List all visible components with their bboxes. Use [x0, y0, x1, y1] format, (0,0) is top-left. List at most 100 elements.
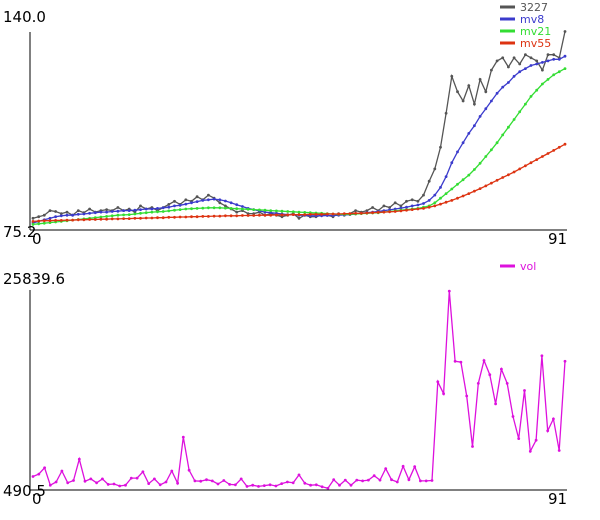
data-point-mv8-86: [518, 70, 522, 74]
data-point-3227-64: [393, 201, 397, 205]
data-point-3227-68: [416, 199, 420, 203]
data-point-3227-78: [473, 102, 476, 106]
data-point-mv8-82: [495, 91, 499, 95]
data-point-mv8-13: [105, 210, 108, 214]
data-point-mv55-42: [269, 213, 273, 217]
data-point-mv55-3: [48, 219, 52, 223]
data-point-vol-89: [546, 429, 550, 433]
data-point-mv55-6: [65, 218, 69, 222]
data-point-mv8-72: [439, 186, 442, 189]
data-point-mv8-42: [269, 211, 273, 215]
data-point-vol-70: [436, 380, 440, 384]
data-point-mv21-19: [139, 211, 142, 215]
data-point-vol-78: [482, 359, 486, 362]
data-point-mv55-91: [546, 152, 550, 155]
data-point-mv55-29: [195, 215, 199, 219]
data-point-3227-59: [365, 209, 369, 213]
data-point-vol-83: [511, 415, 515, 418]
data-point-mv55-57: [354, 211, 357, 215]
data-point-vol-22: [158, 483, 162, 487]
data-point-mv21-77: [467, 173, 471, 177]
data-point-mv8-4: [54, 215, 57, 219]
data-point-vol-3: [48, 483, 52, 487]
legend-label-3227: 3227: [520, 1, 548, 14]
data-point-mv21-28: [190, 207, 193, 211]
data-point-mv55-13: [105, 217, 108, 221]
volume-legend: vol: [500, 260, 536, 273]
data-point-3227-63: [388, 206, 391, 209]
data-point-mv21-45: [286, 210, 290, 213]
data-point-mv55-17: [127, 217, 131, 221]
data-point-3227-94: [563, 30, 567, 33]
data-point-3227-76: [461, 99, 465, 103]
data-point-mv21-79: [478, 161, 482, 165]
data-point-mv55-58: [359, 211, 363, 215]
data-point-mv55-18: [133, 216, 137, 220]
data-point-mv21-37: [241, 207, 244, 211]
data-point-vol-24: [170, 469, 174, 473]
data-point-mv55-1: [37, 219, 41, 223]
data-point-mv55-24: [167, 215, 171, 219]
data-point-mv55-68: [416, 207, 420, 211]
data-point-vol-21: [153, 477, 156, 481]
data-point-3227-34: [224, 204, 227, 208]
data-point-3227-70: [427, 179, 431, 183]
data-point-3227-47: [297, 216, 301, 220]
data-point-mv21-93: [557, 70, 561, 74]
data-point-mv55-9: [82, 218, 86, 222]
data-point-mv8-92: [552, 57, 556, 61]
legend-entry-mv21: mv21: [500, 25, 551, 38]
data-point-3227-6: [65, 210, 69, 214]
data-point-mv55-51: [320, 212, 323, 216]
data-point-vol-92: [563, 359, 567, 363]
data-point-mv55-49: [308, 212, 312, 216]
data-point-mv55-20: [144, 216, 148, 220]
data-point-mv21-94: [563, 67, 567, 70]
data-point-mv55-59: [365, 211, 369, 215]
data-point-mv21-85: [512, 118, 516, 121]
data-point-mv55-4: [54, 219, 57, 222]
data-point-vol-14: [112, 482, 116, 486]
data-point-mv8-14: [110, 210, 114, 213]
data-point-vol-6: [66, 481, 70, 485]
data-point-mv8-7: [71, 213, 74, 217]
data-point-mv8-19: [139, 208, 142, 212]
data-point-vol-33: [222, 479, 226, 482]
price-legend: 3227 mv8 mv21 mv55: [500, 1, 551, 50]
data-point-3227-85: [512, 56, 516, 60]
data-point-vol-87: [534, 438, 538, 442]
data-point-mv21-30: [201, 206, 205, 210]
data-point-3227-67: [410, 198, 414, 202]
data-point-mv21-24: [167, 209, 171, 213]
data-point-mv8-6: [65, 213, 69, 217]
volume-y-min-label: 490.5: [3, 482, 46, 500]
data-point-3227-62: [382, 204, 386, 208]
data-point-mv21-90: [541, 82, 544, 86]
data-point-mv55-70: [427, 205, 431, 209]
data-point-mv55-85: [512, 170, 516, 174]
data-point-vol-54: [343, 478, 347, 482]
data-point-vol-60: [378, 478, 382, 482]
data-point-mv55-77: [467, 192, 471, 196]
data-point-vol-43: [280, 482, 284, 485]
data-point-mv55-28: [190, 215, 193, 219]
data-point-3227-27: [184, 198, 188, 202]
data-point-mv55-86: [518, 167, 522, 171]
data-point-vol-75: [465, 394, 469, 398]
data-point-vol-90: [552, 417, 555, 421]
volume-x-end-label: 91: [548, 490, 567, 508]
data-point-vol-41: [268, 483, 272, 487]
data-point-vol-52: [332, 478, 336, 482]
data-point-vol-0: [31, 475, 35, 478]
series-line-mv8: [32, 55, 566, 224]
data-point-3227-72: [439, 145, 442, 149]
data-point-mv21-17: [127, 213, 131, 217]
data-point-mv55-90: [541, 155, 544, 158]
data-point-mv55-38: [246, 214, 250, 217]
data-point-mv55-48: [303, 213, 307, 217]
data-point-mv55-67: [410, 208, 414, 212]
data-point-vol-48: [309, 483, 312, 487]
data-point-mv8-10: [88, 211, 91, 215]
data-point-vol-67: [419, 479, 422, 483]
data-point-vol-13: [106, 483, 110, 486]
